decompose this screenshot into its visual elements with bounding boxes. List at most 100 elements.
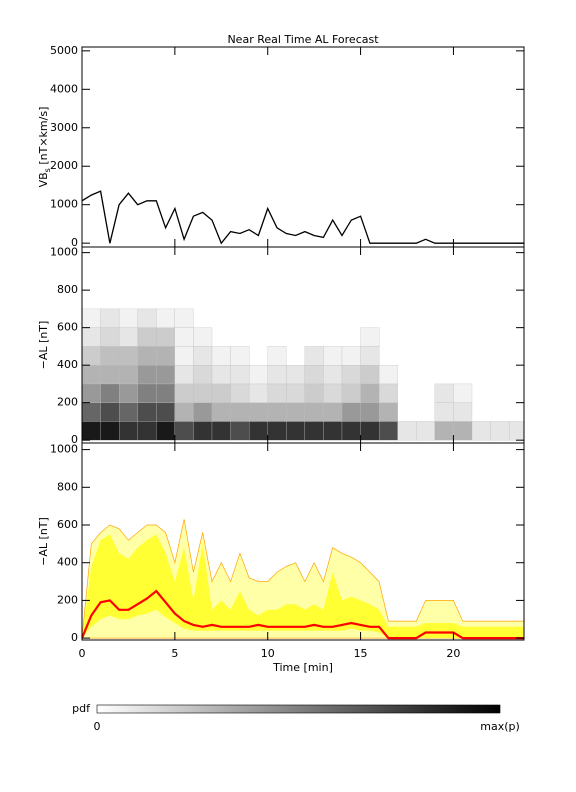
heat-cell [304, 346, 324, 366]
heat-cell [193, 346, 213, 366]
heat-cell [378, 365, 398, 385]
heat-cell [156, 365, 176, 385]
x-tick-label: 0 [79, 647, 86, 660]
x-tick-label: 5 [171, 647, 178, 660]
plot-area [82, 519, 524, 640]
axes-frame [81, 442, 525, 641]
heat-cell [118, 383, 138, 403]
heat-cell [341, 365, 361, 385]
heat-cell [360, 402, 380, 422]
heat-cell [286, 365, 306, 385]
heat-cell [267, 402, 287, 422]
y-tick-label: 1000 [50, 198, 78, 211]
heat-cell [174, 383, 194, 403]
heat-cell [248, 383, 268, 403]
heat-cell [100, 346, 120, 366]
heat-cell [267, 365, 287, 385]
heat-cell [174, 365, 194, 385]
heat-cell [118, 402, 138, 422]
panel: 0 200 400 600 800 1000 −AL [nT] [37, 246, 525, 446]
heat-cell [323, 346, 343, 366]
inner-band [82, 534, 524, 639]
heat-cell [397, 421, 417, 441]
heat-cell [323, 421, 343, 441]
heat-cell [341, 402, 361, 422]
y-tick-label: 5000 [50, 44, 78, 57]
y-tick-label: 800 [57, 283, 78, 296]
data-line [82, 190, 524, 245]
heat-cell [193, 365, 213, 385]
heat-cell [508, 421, 524, 441]
heat-cell [193, 327, 213, 347]
heat-cell [323, 402, 343, 422]
heat-cell [230, 421, 250, 441]
heat-cell [82, 365, 101, 385]
plot-area [82, 308, 524, 441]
heat-cell [137, 308, 157, 328]
heat-cell [248, 402, 268, 422]
heat-cell [230, 346, 250, 366]
y-tick-label: 1000 [50, 443, 78, 456]
heat-cell [434, 383, 454, 403]
y-tick-label: 0 [71, 631, 78, 644]
heat-cell [137, 383, 157, 403]
heat-cell [100, 327, 120, 347]
heat-cell [137, 365, 157, 385]
y-axis-label: −AL [nT] [37, 517, 50, 566]
y-tick-label: 1000 [50, 246, 78, 259]
colorbar-max: max(p) [480, 720, 520, 733]
heat-cell [156, 383, 176, 403]
y-tick-label: 600 [57, 321, 78, 334]
heat-cell [193, 421, 213, 441]
y-tick-label: 200 [57, 593, 78, 606]
heat-cell [193, 383, 213, 403]
heat-cell [230, 383, 250, 403]
heat-cell [341, 383, 361, 403]
x-tick-label: 20 [446, 647, 460, 660]
x-tick-label: 10 [261, 647, 275, 660]
y-tick-label: 400 [57, 556, 78, 569]
heat-cell [434, 421, 454, 441]
y-tick-label: 2000 [50, 159, 78, 172]
heat-cell [230, 402, 250, 422]
heat-cell [323, 383, 343, 403]
heat-cell [174, 402, 194, 422]
y-tick-label: 600 [57, 518, 78, 531]
heat-cell [341, 346, 361, 366]
heat-cell [82, 308, 101, 328]
heat-cell [156, 308, 176, 328]
heat-cell [174, 308, 194, 328]
heat-cell [137, 327, 157, 347]
axes-frame [81, 46, 525, 248]
y-tick-label: 400 [57, 358, 78, 371]
plot-area [82, 190, 524, 245]
heat-cell [118, 421, 138, 441]
x-axis-label: Time [min] [272, 661, 333, 674]
heat-cell [323, 365, 343, 385]
heat-cell [211, 346, 231, 366]
chart-title: Near Real Time AL Forecast [227, 33, 379, 46]
heat-cell [248, 421, 268, 441]
heat-cell [471, 421, 491, 441]
heat-cell [100, 421, 120, 441]
heat-cell [360, 327, 380, 347]
heat-cell [137, 421, 157, 441]
heat-cell [174, 327, 194, 347]
heat-cell [453, 383, 473, 403]
heat-cell [211, 402, 231, 422]
heat-cell [174, 346, 194, 366]
heat-cell [211, 383, 231, 403]
heat-cell [82, 421, 101, 441]
heat-cell [360, 383, 380, 403]
panel: 0 200 400 600 800 1000 0 5 10 15 20 −AL [nT] Time [m… [37, 442, 525, 674]
heat-cell [193, 402, 213, 422]
y-tick-label: 0 [71, 433, 78, 446]
heat-cell [100, 308, 120, 328]
heat-cell [230, 365, 250, 385]
heat-cell [211, 365, 231, 385]
y-tick-label: 3000 [50, 121, 78, 134]
heat-cell [156, 402, 176, 422]
y-axis-label: VBs [nT×km/s] [37, 107, 52, 188]
heat-cell [82, 383, 101, 403]
heat-cell [156, 327, 176, 347]
